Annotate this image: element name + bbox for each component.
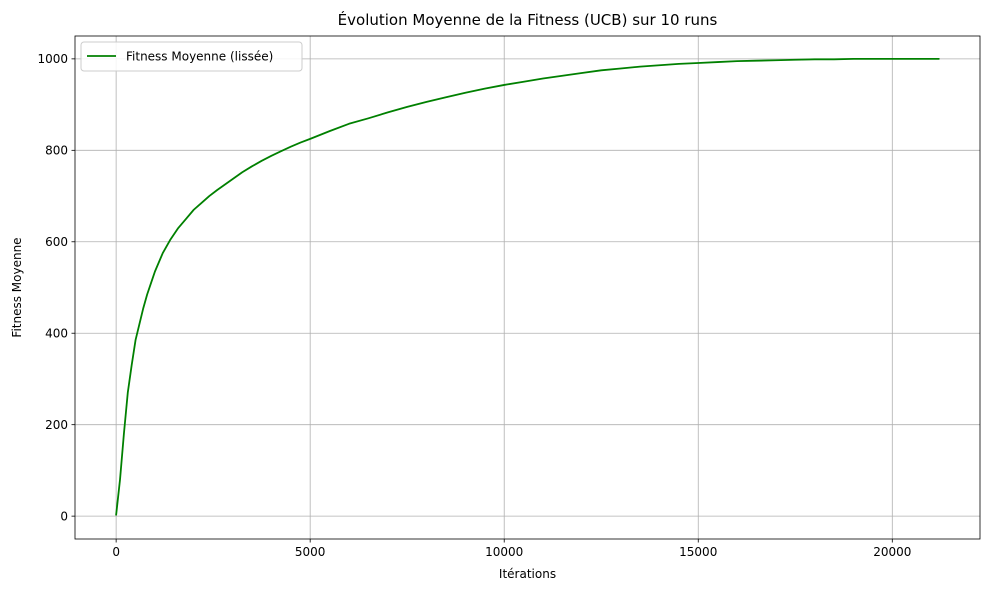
- y-tick-label: 0: [60, 509, 68, 523]
- chart-title: Évolution Moyenne de la Fitness (UCB) su…: [338, 10, 718, 29]
- x-tick-label: 5000: [295, 545, 326, 559]
- plot-frame: [74, 35, 981, 540]
- legend-label-fitness: Fitness Moyenne (lissée): [126, 50, 273, 64]
- x-tick-label: 20000: [873, 545, 911, 559]
- y-tick-label: 400: [45, 327, 68, 341]
- y-tick-label: 1000: [37, 52, 68, 66]
- y-tick-label: 800: [45, 144, 68, 158]
- y-axis-title: Fitness Moyenne: [10, 237, 24, 337]
- y-axis-ticks: 0 200 400 600 800 1000: [37, 52, 75, 523]
- x-tick-label: 0: [112, 545, 120, 559]
- series-lines: [115, 57, 940, 516]
- series-line-0: [115, 57, 940, 516]
- legend: Fitness Moyenne (lissée): [80, 41, 303, 72]
- x-tick-label: 10000: [485, 545, 523, 559]
- legend-box: [80, 41, 303, 72]
- x-tick-label: 15000: [679, 545, 717, 559]
- y-tick-label: 600: [45, 235, 68, 249]
- x-axis-title: Itérations: [499, 567, 556, 581]
- x-axis-ticks: 0 5000 10000 15000 20000: [112, 539, 911, 559]
- y-tick-label: 200: [45, 418, 68, 432]
